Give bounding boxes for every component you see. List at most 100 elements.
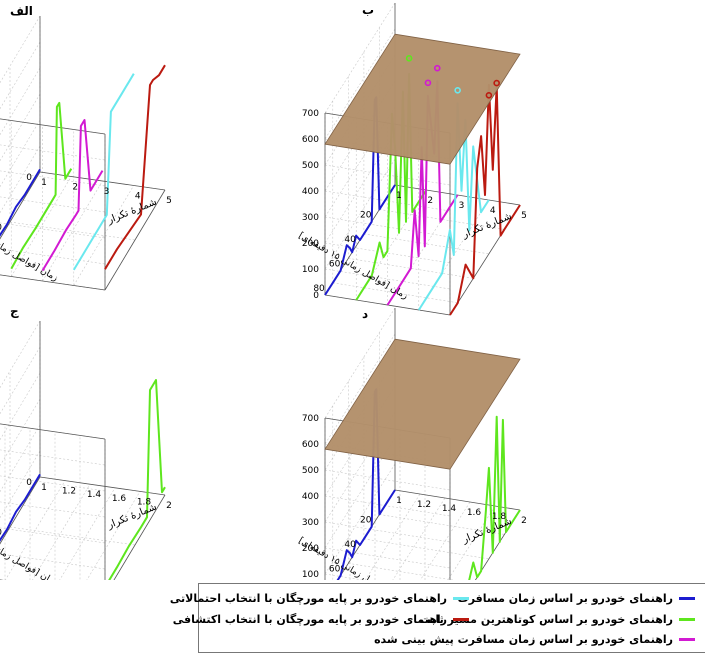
z-tick-label: 200 <box>302 544 319 554</box>
x-tick-label: 2 <box>166 501 172 511</box>
grid-line <box>5 480 66 580</box>
grid-line <box>447 505 496 580</box>
grid-line <box>0 449 106 466</box>
z-tick-label: 100 <box>302 570 319 580</box>
panel-label: ج <box>10 304 19 318</box>
x-tick-label: 3 <box>104 187 110 197</box>
x-tick-label: 1 <box>396 191 402 201</box>
z-tick-label: 600 <box>302 440 319 450</box>
grid-line <box>348 258 474 279</box>
x-tick-label: 1.6 <box>467 508 482 518</box>
series-line-1 <box>0 168 41 237</box>
grid-line <box>0 15 41 84</box>
grid-line <box>0 41 41 110</box>
grid-line <box>0 527 106 544</box>
grid-line <box>0 170 106 187</box>
x-tick-label: 2 <box>427 196 433 206</box>
grid-line <box>86 491 141 580</box>
y-tick-label: 60 <box>329 259 341 269</box>
grid-line <box>324 216 451 238</box>
grid-line <box>9 221 136 241</box>
axis-edge <box>104 189 166 291</box>
grid-line <box>364 493 421 580</box>
z-tick-label: 700 <box>302 414 319 424</box>
z-tick-label: 500 <box>302 161 319 171</box>
z-tick-label: 300 <box>302 518 319 528</box>
grid-line <box>32 484 91 580</box>
series-spike-5 <box>485 91 493 99</box>
grid-line <box>0 346 41 415</box>
z-tick-label: 100 <box>302 265 319 275</box>
x-tick-label: 1 <box>41 178 47 188</box>
x-tick-label: 3 <box>459 201 465 211</box>
grid-line <box>420 501 471 580</box>
series-line-1 <box>324 96 396 296</box>
grid-line <box>324 2 396 114</box>
grid-line <box>0 475 106 492</box>
grid-line <box>0 248 106 265</box>
grid-line <box>9 526 136 546</box>
y-tick-label: 40 <box>344 235 356 245</box>
x-axis-title: شمارهٔ تکرار <box>105 502 158 532</box>
grid-line <box>59 487 116 580</box>
series-spike-3 <box>433 64 441 72</box>
series-spike-4 <box>454 86 461 94</box>
legend-item-2: راهنمای خودرو بر اساس کوتاهترین مسیر ثاب… <box>420 613 695 626</box>
x-tick-label: 1 <box>396 496 402 506</box>
legend-item-3: راهنمای خودرو بر اساس زمان مسافرت پیش بی… <box>374 633 695 646</box>
y-tick-label: 60 <box>329 564 341 574</box>
z-tick-label: 500 <box>302 466 319 476</box>
legend-swatch-3 <box>679 638 695 641</box>
grid-line <box>363 233 489 255</box>
series-line-5 <box>104 64 166 270</box>
series-line-1 <box>0 473 41 542</box>
grid-line <box>0 67 41 136</box>
grid-line <box>324 164 451 186</box>
legend-label-5: راهنمای خودرو بر پایه مورچگان با انتخاب … <box>172 613 447 626</box>
grid-line <box>324 307 396 419</box>
grid-line <box>0 222 106 239</box>
legend-item-5: راهنمای خودرو بر پایه مورچگان با انتخاب … <box>173 613 469 626</box>
x-tick-label: 1 <box>41 483 47 493</box>
legend-item-1: راهنمای خودرو بر اساس زمان مسافرت <box>458 592 695 605</box>
series-line-5 <box>449 83 521 316</box>
x-tick-label: 1.4 <box>87 490 102 500</box>
legend-label-4: راهنمای خودرو بر پایه مورچگان با انتخاب … <box>169 592 447 605</box>
legend-swatch-4 <box>453 597 469 600</box>
grid-line <box>324 28 396 140</box>
y-tick-label: 20 <box>360 515 372 525</box>
x-tick-label: 2 <box>521 516 527 526</box>
y-tick-label: 50 <box>0 223 2 233</box>
z-tick-label: 700 <box>302 109 319 119</box>
legend-box: راهنمای خودرو بر اساس زمان مسافرت راهنما… <box>170 583 705 653</box>
grid-line <box>324 463 396 575</box>
series-line-2 <box>468 415 521 580</box>
legend-label-3: راهنمای خودرو بر اساس زمان مسافرت پیش بی… <box>374 633 673 646</box>
y-tick-label: 0 <box>26 478 32 488</box>
panel-label: د <box>362 307 368 321</box>
axis-edge <box>39 476 166 496</box>
legend-swatch-5 <box>453 618 469 621</box>
panel-label: ب <box>362 3 374 17</box>
series-line-2 <box>108 379 166 580</box>
grid-line <box>42 180 103 282</box>
x-tick-label: 5 <box>521 211 527 221</box>
axis-edge <box>0 118 106 135</box>
z-tick-label: 0 <box>313 291 319 301</box>
axis-edge <box>39 171 166 191</box>
axis-edge <box>113 494 166 580</box>
y-tick-label: 80 <box>313 284 325 294</box>
y-tick-label: 0 <box>26 173 32 183</box>
threshold-plane <box>324 338 521 470</box>
grid-line <box>0 501 106 518</box>
grid-line <box>0 372 41 441</box>
x-tick-label: 2 <box>72 183 78 193</box>
x-tick-label: 1.8 <box>137 497 152 507</box>
grid-line <box>0 196 106 213</box>
series-spike-3 <box>424 79 432 87</box>
series-line-3 <box>386 80 459 306</box>
threshold-plane <box>324 33 521 165</box>
x-tick-label: 1.2 <box>417 500 431 510</box>
axis-edge <box>0 423 106 440</box>
